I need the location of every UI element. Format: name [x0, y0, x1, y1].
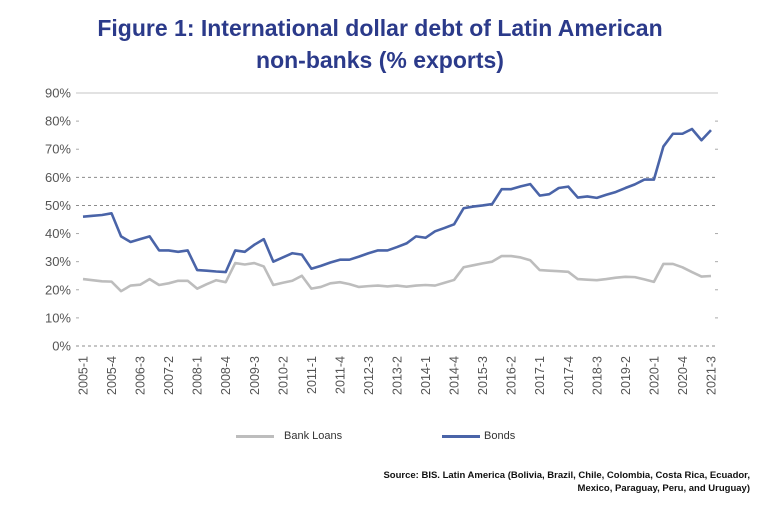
x-tick-label: 2017-1	[533, 356, 547, 395]
x-tick-label: 2009-3	[248, 356, 262, 395]
y-tick-label: 20%	[45, 282, 71, 297]
x-tick-label: 2010-2	[276, 356, 290, 395]
legend-swatch-bank-loans	[236, 434, 274, 438]
x-tick-label: 2013-2	[391, 356, 405, 395]
x-tick-label: 2014-4	[448, 356, 462, 395]
x-tick-label: 2018-3	[590, 356, 604, 395]
x-tick-label: 2014-1	[419, 356, 433, 395]
y-tick-label: 0%	[52, 339, 71, 354]
x-tick-label: 2015-3	[476, 356, 490, 395]
chart-title-line2: non-banks (% exports)	[256, 47, 504, 73]
x-tick-label: 2019-2	[619, 356, 633, 395]
x-tick-label: 2008-4	[219, 356, 233, 395]
x-tick-label: 2012-3	[362, 356, 376, 395]
x-tick-label: 2017-4	[562, 356, 576, 395]
x-tick-label: 2011-1	[305, 356, 319, 394]
x-tick-label: 2005-1	[77, 356, 91, 395]
y-tick-label: 30%	[45, 254, 71, 269]
y-tick-label: 50%	[45, 198, 71, 213]
y-tick-label: 70%	[45, 142, 71, 157]
x-tick-label: 2007-2	[162, 356, 176, 395]
legend-label-bank-loans: Bank Loans	[284, 430, 343, 442]
y-tick-label: 80%	[45, 114, 71, 129]
x-tick-label: 2005-4	[105, 356, 119, 395]
legend-label-bonds: Bonds	[484, 430, 516, 442]
y-tick-label: 10%	[45, 310, 71, 325]
legend-item-bank-loans: Bank Loans	[236, 430, 342, 442]
x-tick-label: 2008-1	[191, 356, 205, 395]
y-tick-label: 60%	[45, 170, 71, 185]
x-tick-label: 2021-3	[705, 356, 719, 395]
legend-item-bonds: Bonds	[442, 430, 515, 442]
y-tick-label: 90%	[45, 86, 71, 101]
chart-title-line1: Figure 1: International dollar debt of L…	[97, 15, 663, 41]
x-tick-label: 2016-2	[505, 356, 519, 395]
x-tick-label: 2006-3	[134, 356, 148, 395]
source-note: Source: BIS. Latin America (Bolivia, Bra…	[383, 470, 750, 494]
x-tick-label: 2011-4	[333, 356, 347, 394]
series-line-bonds	[82, 127, 712, 274]
x-tick-label: 2020-4	[676, 356, 690, 395]
legend-swatch-bonds	[442, 434, 480, 438]
y-tick-label: 40%	[45, 226, 71, 241]
series-line-bank-loans	[82, 254, 712, 293]
x-tick-label: 2020-1	[647, 356, 661, 395]
